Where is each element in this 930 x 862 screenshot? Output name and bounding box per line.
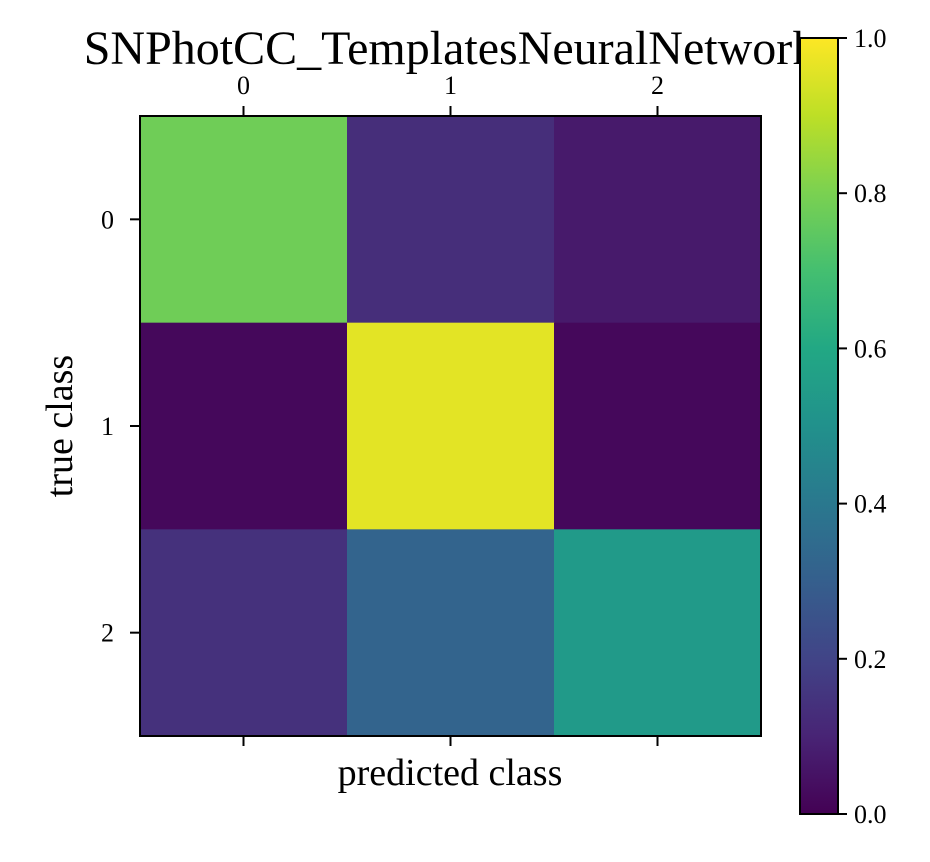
colorbar-tick-label-1: 0.2: [854, 645, 887, 674]
y-tick-label-0: 0: [101, 205, 114, 234]
heatmap-cell-0-1: [347, 116, 555, 324]
y-tick-label-1: 1: [101, 412, 114, 441]
colorbar-tick-label-2: 0.4: [854, 490, 887, 519]
colorbar: [799, 37, 839, 815]
y-tick-label-2: 2: [101, 619, 114, 648]
x-axis-label: predicted class: [338, 752, 563, 794]
x-tick-label-2: 2: [651, 71, 664, 100]
colorbar-tick-label-0: 0.0: [854, 800, 887, 829]
chart-title: SNPhotCC_TemplatesNeuralNetwork: [84, 22, 817, 75]
heatmap-cell-2-2: [554, 529, 762, 737]
heatmap-cell-2-1: [347, 529, 555, 737]
heatmap-cell-0-2: [554, 116, 762, 324]
heatmap-cell-1-2: [554, 322, 762, 530]
heatmap-cell-0-0: [140, 116, 348, 324]
colorbar-tick-label-3: 0.6: [854, 334, 887, 363]
heatmap-cell-2-0: [140, 529, 348, 737]
x-tick-label-0: 0: [237, 71, 250, 100]
axis-ticks: 0 1 2 0 1 2: [101, 71, 664, 746]
heatmap-cells: [140, 116, 762, 737]
colorbar-ticks: 0.0 0.2 0.4 0.6 0.8 1.0: [838, 24, 887, 829]
colorbar-tick-label-4: 0.8: [854, 179, 887, 208]
heatmap-cell-1-1: [347, 322, 555, 530]
y-axis-label: true class: [39, 355, 81, 497]
x-tick-label-1: 1: [444, 71, 457, 100]
heatmap-cell-1-0: [140, 322, 348, 530]
colorbar-tick-label-5: 1.0: [854, 24, 887, 53]
